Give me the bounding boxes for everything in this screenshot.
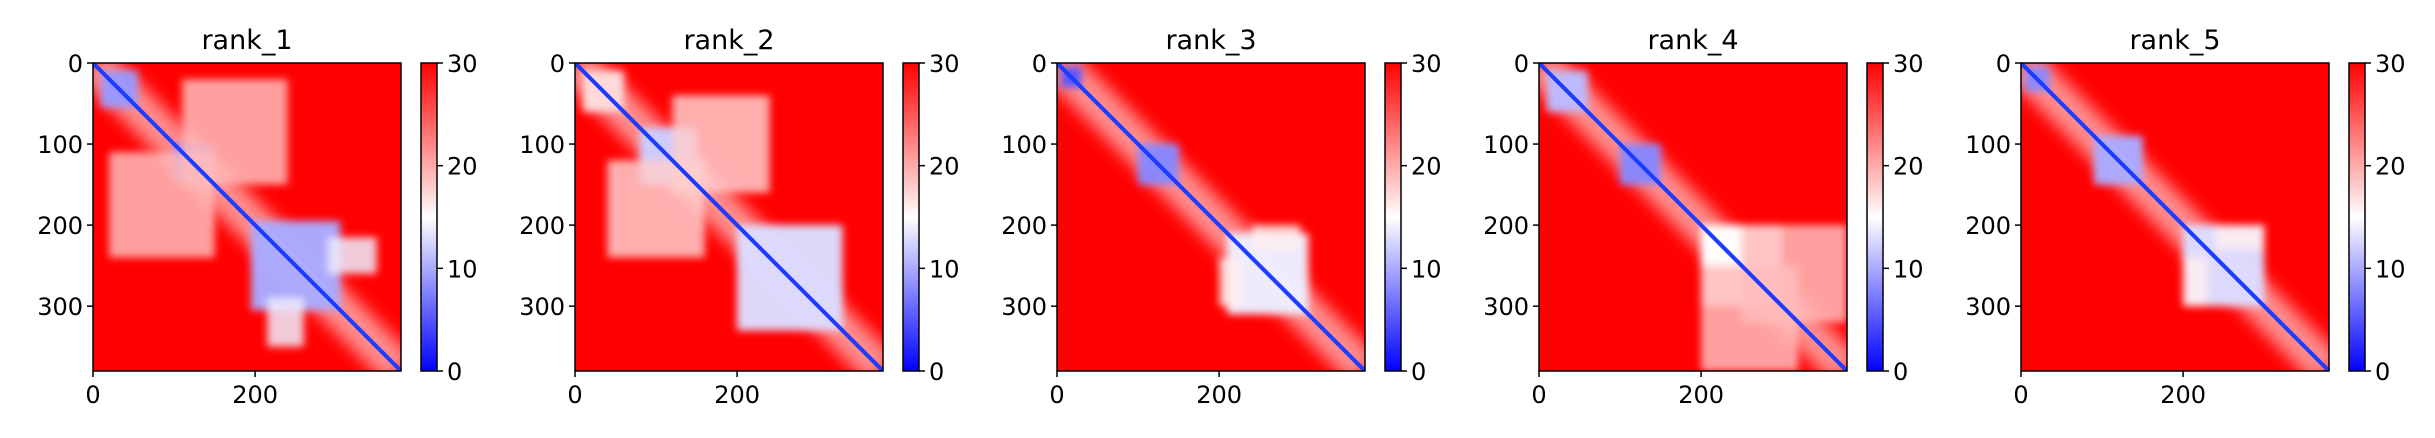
x-tick-label: 200 — [714, 381, 760, 409]
heatmap-panel-2: rank_2 0 100 200 300 0 200 0 10 20 30 — [519, 25, 959, 409]
colorbar-tick-label: 20 — [929, 153, 960, 181]
y-tick-label: 0 — [1514, 50, 1529, 78]
heatmap-panel-1: rank_1 0 100 200 300 0 200 0 10 20 30 — [37, 25, 477, 409]
colorbar-tick-label: 20 — [1411, 153, 1442, 181]
y-tick-label: 300 — [519, 293, 565, 321]
contact-block — [2183, 257, 2208, 307]
colorbar-tick-label: 0 — [447, 358, 462, 386]
x-tick-label: 200 — [1678, 381, 1724, 409]
y-tick-label: 100 — [1965, 131, 2011, 159]
diagonal-line — [1057, 63, 1365, 371]
x-tick-label: 200 — [1196, 381, 1242, 409]
contact-block-mirror — [672, 95, 770, 193]
colorbar — [1866, 62, 1884, 372]
y-tick-label: 300 — [37, 293, 83, 321]
y-tick-label: 200 — [1483, 212, 1529, 240]
y-tick-label: 100 — [37, 131, 83, 159]
colorbar — [420, 62, 438, 372]
diagonal-line — [575, 63, 883, 371]
y-tick-label: 200 — [37, 212, 83, 240]
x-tick-label: 200 — [2160, 381, 2206, 409]
y-tick-label: 0 — [1032, 50, 1047, 78]
contact-block-mirror — [328, 237, 377, 274]
heatmap-panel-5: rank_5 0 100 200 300 0 200 0 10 20 30 — [1965, 25, 2405, 409]
colorbar-tick-label: 10 — [1893, 255, 1924, 283]
contact-block-mirror — [1251, 225, 1301, 250]
y-tick-label: 100 — [519, 131, 565, 159]
colorbar-tick-label: 0 — [1893, 358, 1908, 386]
diagonal-line — [93, 63, 401, 371]
y-tick-label: 300 — [1001, 293, 1047, 321]
colorbar-tick-label: 30 — [1411, 50, 1442, 78]
colorbar — [2348, 62, 2366, 372]
heatmap-panel-4: rank_4 0 100 200 300 0 200 0 10 20 30 — [1483, 25, 1923, 409]
contact-block-mirror — [1741, 225, 1847, 323]
colorbar-tick-label: 10 — [447, 255, 478, 283]
x-tick-label: 0 — [85, 381, 100, 409]
x-tick-label: 200 — [232, 381, 278, 409]
y-tick-label: 0 — [68, 50, 83, 78]
panel-title: rank_3 — [1165, 25, 1256, 56]
colorbar-tick-label: 20 — [2375, 153, 2406, 181]
heatmap-panel-3: rank_3 0 100 200 300 0 200 0 10 20 30 — [1001, 25, 1441, 409]
panel-title: rank_1 — [201, 25, 292, 56]
panel-title: rank_2 — [683, 25, 774, 56]
colorbar-tick-label: 30 — [929, 50, 960, 78]
y-tick-label: 200 — [519, 212, 565, 240]
y-tick-label: 100 — [1001, 131, 1047, 159]
plot-frame — [92, 62, 402, 372]
x-tick-label: 0 — [567, 381, 582, 409]
diagonal-line — [2021, 63, 2329, 371]
colorbar-tick-label: 0 — [929, 358, 944, 386]
panel-title: rank_5 — [2129, 25, 2220, 56]
colorbar-tick-label: 20 — [1893, 153, 1924, 181]
plot-frame — [1056, 62, 1366, 372]
plot-frame — [1538, 62, 1848, 372]
plot-frame — [2020, 62, 2330, 372]
x-tick-label: 0 — [1049, 381, 1064, 409]
heatmap-image — [575, 63, 883, 371]
y-tick-label: 0 — [550, 50, 565, 78]
colorbar-tick-label: 0 — [2375, 358, 2390, 386]
colorbar — [902, 62, 920, 372]
colorbar-tick-label: 20 — [447, 153, 478, 181]
y-tick-label: 200 — [1965, 212, 2011, 240]
y-tick-label: 0 — [1996, 50, 2011, 78]
contact-block — [1219, 257, 1244, 307]
colorbar-tick-label: 30 — [447, 50, 478, 78]
contact-block-mirror — [2215, 225, 2265, 250]
colorbar-tick-label: 0 — [1411, 358, 1426, 386]
heatmap-image — [2021, 63, 2329, 371]
heatmap-image — [1057, 63, 1365, 371]
x-tick-label: 0 — [1531, 381, 1546, 409]
y-tick-label: 300 — [1965, 293, 2011, 321]
colorbar-tick-label: 10 — [929, 255, 960, 283]
y-tick-label: 300 — [1483, 293, 1529, 321]
colorbar-tick-label: 30 — [1893, 50, 1924, 78]
diagonal-line — [1539, 63, 1847, 371]
heatmap-image — [93, 63, 401, 371]
plot-frame — [574, 62, 884, 372]
colorbar-tick-label: 30 — [2375, 50, 2406, 78]
colorbar — [1384, 62, 1402, 372]
contact-block — [267, 298, 304, 347]
colorbar-tick-label: 10 — [2375, 255, 2406, 283]
x-tick-label: 0 — [2013, 381, 2028, 409]
y-tick-label: 200 — [1001, 212, 1047, 240]
colorbar-tick-label: 10 — [1411, 255, 1442, 283]
y-tick-label: 100 — [1483, 131, 1529, 159]
heatmap-image — [1539, 63, 1847, 371]
panel-title: rank_4 — [1647, 25, 1738, 56]
